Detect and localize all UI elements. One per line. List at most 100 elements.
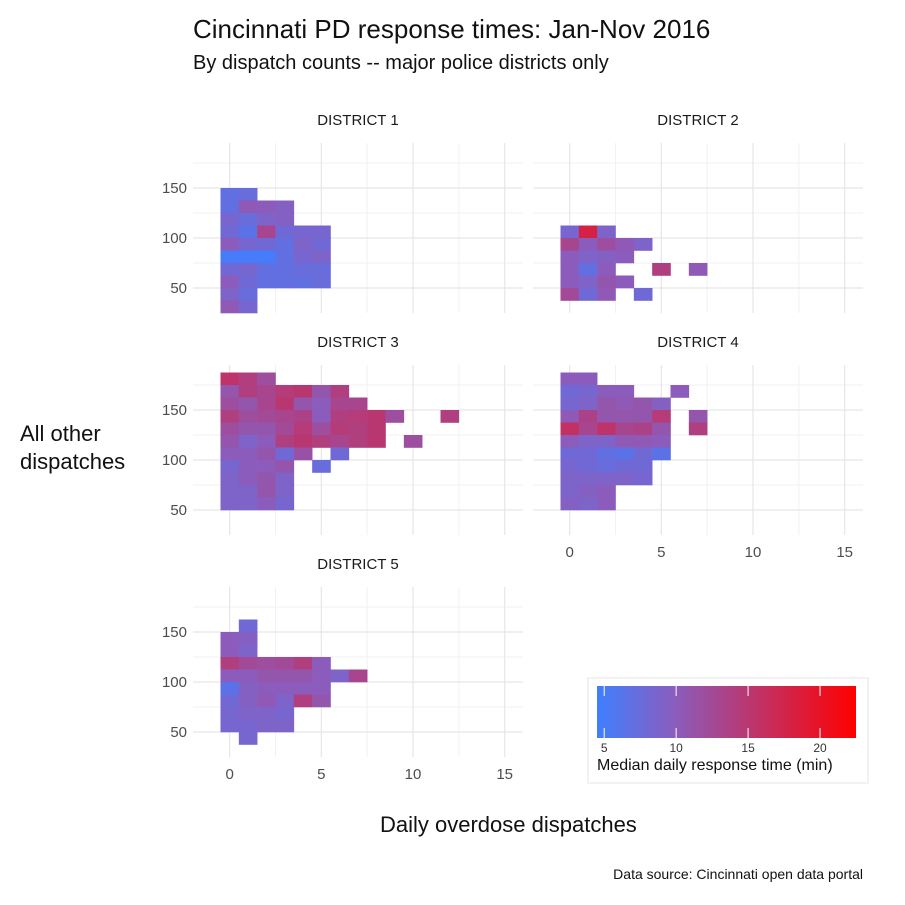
heatmap-cell <box>238 632 258 645</box>
heatmap-cell <box>560 422 580 436</box>
heatmap-cell <box>330 397 350 411</box>
heatmap-cell <box>220 682 240 695</box>
heatmap-cell <box>275 250 295 264</box>
heatmap-cell <box>312 682 331 695</box>
heatmap-cell <box>275 719 295 733</box>
heatmap-cell <box>312 694 331 708</box>
heatmap-cell <box>220 435 240 448</box>
heatmap-cell <box>597 447 616 461</box>
heatmap-cell <box>330 385 350 398</box>
heatmap-cell <box>220 250 240 264</box>
heatmap-cell <box>560 238 580 251</box>
heatmap-cell <box>633 238 653 251</box>
heatmap-cell <box>597 238 616 251</box>
panel-title: DISTRICT 5 <box>317 556 398 573</box>
heatmap-cell <box>385 410 405 423</box>
heatmap-cell <box>578 472 598 486</box>
heatmap-cell <box>257 213 276 226</box>
heatmap-cell <box>220 385 240 398</box>
heatmap-cell <box>293 682 313 695</box>
heatmap-cell <box>238 669 258 683</box>
y-axis-label: All other dispatches <box>20 421 126 474</box>
heatmap-cell <box>597 472 616 486</box>
heatmap-cell <box>238 188 258 201</box>
x-tick-label: 0 <box>225 766 233 783</box>
heatmap-cell <box>312 263 331 276</box>
heatmap-cell <box>293 263 313 276</box>
heatmap-cell <box>312 225 331 239</box>
heatmap-cell <box>257 719 276 733</box>
heatmap-cell <box>220 397 240 411</box>
y-tick-label: 100 <box>162 230 187 247</box>
x-tick-label: 5 <box>657 544 665 561</box>
heatmap-cell <box>615 422 635 436</box>
legend-tick-label: 15 <box>741 741 755 755</box>
heatmap-cell <box>275 385 295 398</box>
heatmap-cell <box>238 250 258 264</box>
heatmap-cell <box>220 288 240 301</box>
heatmap-cell <box>633 460 653 473</box>
heatmap-cell <box>275 497 295 511</box>
heatmap-cell <box>312 238 331 251</box>
y-tick-label: 100 <box>162 452 187 469</box>
heatmap-cell <box>257 397 276 411</box>
heatmap-cell <box>560 485 580 498</box>
heatmap-cell <box>578 485 598 498</box>
heatmap-cell <box>348 669 368 683</box>
heatmap-cell <box>578 238 598 251</box>
heatmap-cell <box>348 397 368 411</box>
chart-subtitle: By dispatch counts -- major police distr… <box>193 52 609 74</box>
heatmap-cell <box>312 460 331 473</box>
heatmap-cell <box>257 385 276 398</box>
heatmap-cell <box>220 238 240 251</box>
heatmap-cell <box>688 410 708 423</box>
heatmap-cell <box>615 447 635 461</box>
heatmap-cell <box>220 188 240 201</box>
heatmap-cell <box>275 447 295 461</box>
x-tick-label: 0 <box>565 544 573 561</box>
heatmap-cell <box>293 422 313 436</box>
heatmap-cell <box>615 410 635 423</box>
heatmap-cell <box>275 707 295 720</box>
heatmap-cell <box>312 422 331 436</box>
heatmap-cell <box>257 422 276 436</box>
panel-district-4: DISTRICT 4 0 5 10 15 <box>533 334 863 561</box>
heatmap-cell <box>220 707 240 720</box>
heatmap-cell <box>560 410 580 423</box>
heatmap-cell <box>578 497 598 511</box>
heatmap-cell <box>367 435 386 448</box>
legend-title: Median daily response time (min) <box>597 757 833 774</box>
heatmap-cell <box>578 288 598 301</box>
heatmap-cell <box>238 385 258 398</box>
heatmap-cell <box>633 472 653 486</box>
heatmap-cell <box>275 410 295 423</box>
heatmap-cell <box>560 472 580 486</box>
heatmap-cell <box>615 250 635 264</box>
heatmap-cell <box>238 288 258 301</box>
heatmap-cell <box>633 410 653 423</box>
heatmap-cell <box>257 669 276 683</box>
heatmap-cell <box>275 275 295 289</box>
heatmap-cell <box>633 422 653 436</box>
heatmap-cell <box>560 275 580 289</box>
heatmap-cell <box>578 460 598 473</box>
heatmap-cell <box>330 447 350 461</box>
heatmap-cell <box>220 485 240 498</box>
heatmap-cell <box>688 422 708 436</box>
heatmap-cell <box>257 497 276 511</box>
heatmap-cell <box>615 275 635 289</box>
heatmap-cell <box>257 410 276 423</box>
heatmap-cell <box>597 250 616 264</box>
y-tick-label: 150 <box>162 180 187 197</box>
heatmap-cell <box>220 422 240 436</box>
heatmap-cell <box>560 225 580 239</box>
heatmap-cell <box>220 657 240 670</box>
heatmap-cell <box>257 200 276 214</box>
x-axis-label: Daily overdose dispatches <box>380 812 637 837</box>
heatmap-cell <box>615 472 635 486</box>
heatmap-cell <box>597 288 616 301</box>
heatmap-cell <box>652 435 671 448</box>
panel-district-1: DISTRICT 1 50 100 150 <box>162 112 523 314</box>
heatmap-cell <box>560 497 580 511</box>
